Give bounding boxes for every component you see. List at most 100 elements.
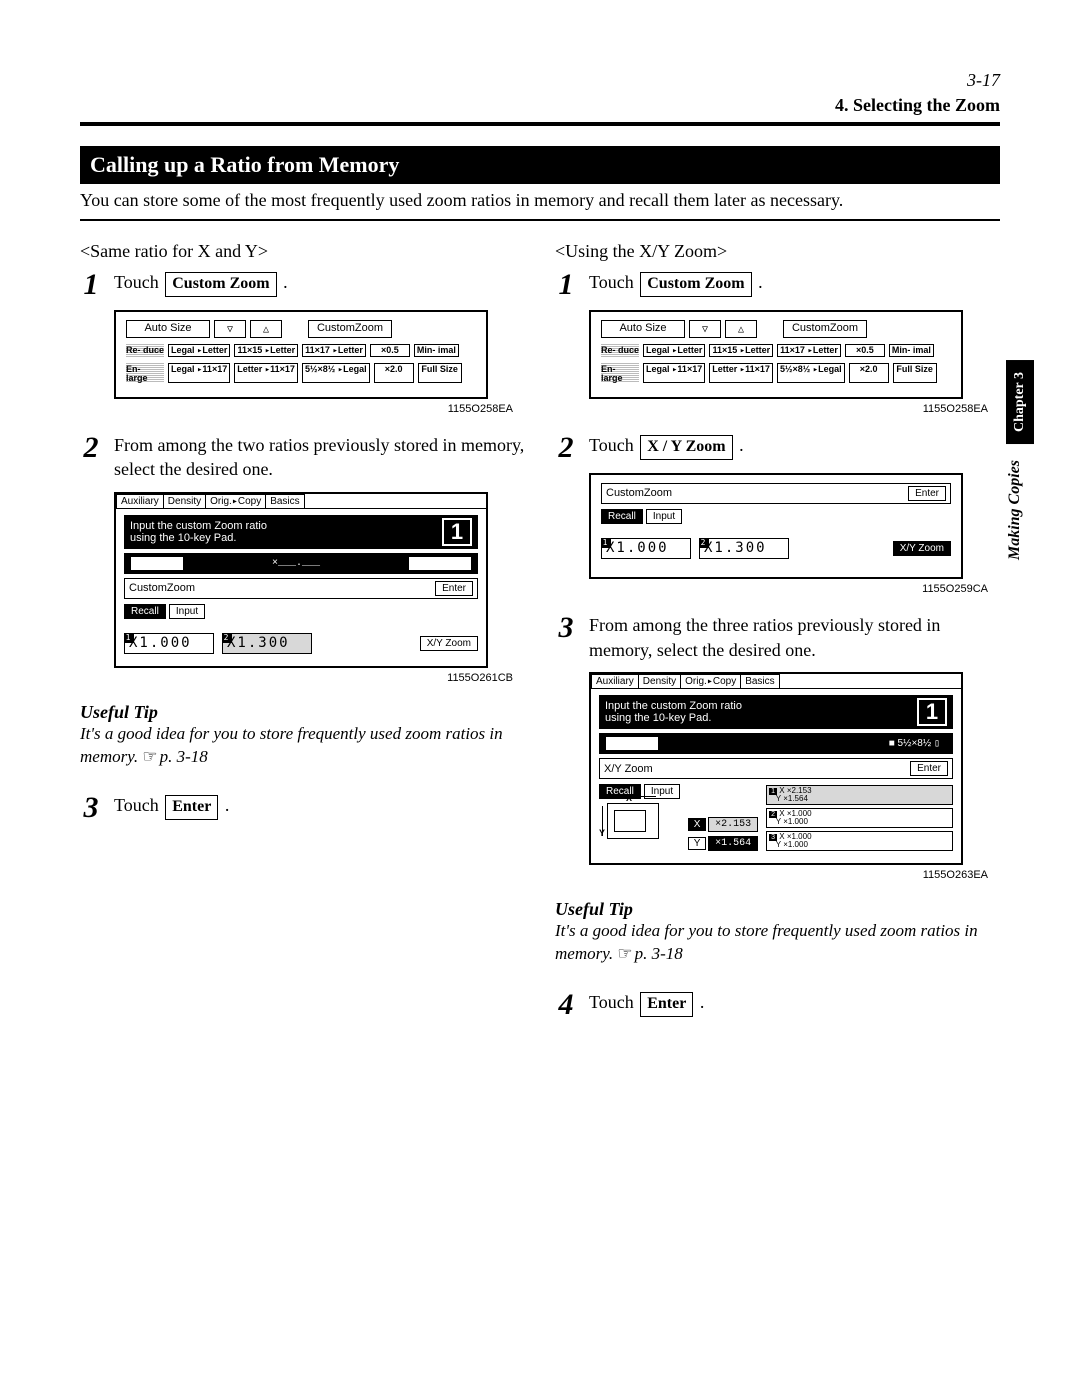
preset-button[interactable]: Legal ▸Letter (643, 344, 705, 357)
custom-zoom-button[interactable]: Custom Zoom (640, 272, 751, 297)
preset-button[interactable]: 5½×8½ ▸Legal (302, 363, 370, 383)
input-button[interactable]: Input (646, 509, 682, 524)
memory-slot-2[interactable]: 2X1.300 (222, 633, 312, 654)
memory-slot-3[interactable]: 3 X ×1.000 Y ×1.000 (766, 831, 953, 851)
step-text: Touch (114, 795, 159, 815)
preset-button[interactable]: Min- imal (889, 344, 934, 357)
preset-button[interactable]: ×0.5 (845, 344, 885, 357)
zoom-value-field[interactable]: ×___.___ (192, 556, 400, 571)
preset-button[interactable]: ×0.5 (370, 344, 410, 357)
preset-button[interactable]: ×2.0 (374, 363, 414, 383)
memory-slot-2[interactable]: 2X1.300 (699, 538, 789, 559)
panel-caption: 1155O261CB (114, 672, 513, 684)
enter-button[interactable]: Enter (910, 761, 948, 776)
preset-button[interactable]: 5½×8½ ▸Legal (777, 363, 845, 383)
preset-button[interactable]: Legal ▸11×17 (168, 363, 230, 383)
step: 1 Touch Custom Zoom . (555, 270, 1000, 300)
left-subhead: <Same ratio for X and Y> (80, 241, 525, 262)
step: 3 From among the three ratios previously… (555, 613, 1000, 662)
step-number: 3 (555, 613, 577, 643)
enter-button[interactable]: Enter (908, 486, 946, 501)
step: 2 From among the two ratios previously s… (80, 433, 525, 482)
xy-zoom-button[interactable]: X / Y Zoom (640, 435, 732, 460)
tab-density[interactable]: Density (163, 494, 206, 508)
enter-button[interactable]: Enter (640, 992, 693, 1017)
preset-button[interactable]: Full Size (418, 363, 462, 383)
auto-size-button[interactable]: Auto Size (126, 320, 210, 338)
page-title: Calling up a Ratio from Memory (80, 146, 1000, 184)
preset-button[interactable]: 11×17 ▸Letter (777, 344, 841, 357)
tab-density[interactable]: Density (638, 674, 681, 688)
recall-button[interactable]: Recall (601, 509, 643, 524)
memory-slot-1[interactable]: 1X1.000 (124, 633, 214, 654)
step-text: From among the three ratios previously s… (589, 613, 1000, 662)
custom-zoom-button[interactable]: CustomZoom (308, 320, 392, 338)
enter-button[interactable]: Enter (165, 795, 218, 820)
input-button[interactable]: Input (169, 604, 205, 619)
y-label-button[interactable]: Y (688, 837, 706, 850)
reduce-label: Re- duce (126, 344, 164, 357)
paper-button[interactable]: ■ 5½×8½ ▯ (882, 736, 947, 751)
xy-diagram-icon: X (607, 803, 659, 839)
tip-body: It's a good idea for you to store freque… (80, 723, 525, 769)
autopaper-button[interactable]: Auto Paper (408, 556, 472, 571)
side-tab: Chapter 3 Making Copies (1006, 360, 1040, 560)
copies-count: 1 (917, 698, 947, 726)
xy-zoom-button[interactable]: X/Y Zoom (420, 636, 478, 651)
step: 1 Touch Custom Zoom . (80, 270, 525, 300)
enter-button[interactable]: Enter (435, 581, 473, 596)
x-value: ×2.153 (708, 817, 758, 832)
hand-icon (617, 944, 634, 963)
tab-basics[interactable]: Basics (265, 494, 304, 508)
recall-button[interactable]: Recall (124, 604, 166, 619)
custom-zoom-button[interactable]: CustomZoom (783, 320, 867, 338)
memory-slot-1[interactable]: 1X1.000 (601, 538, 691, 559)
tip-body: It's a good idea for you to store freque… (555, 920, 1000, 966)
zoom-down-icon[interactable]: ▽ (689, 320, 721, 338)
preset-button[interactable]: ×2.0 (849, 363, 889, 383)
preset-button[interactable]: Legal ▸Letter (168, 344, 230, 357)
zoom-up-icon[interactable]: △ (250, 320, 282, 338)
chapter-tab: Chapter 3 (1006, 360, 1034, 444)
lcd-panel-zoom-presets: Auto Size ▽ △ CustomZoom Re- duce Legal … (114, 310, 488, 399)
preset-button[interactable]: 11×15 ▸Letter (709, 344, 773, 357)
lcd-instruction: Input the custom Zoom ratio (130, 520, 267, 532)
lcd-instruction: Input the custom Zoom ratio (605, 700, 742, 712)
preset-button[interactable]: Letter ▸11×17 (234, 363, 298, 383)
zoom-down-icon[interactable]: ▽ (214, 320, 246, 338)
xyzoom-label: X/Y Zoom (604, 763, 653, 775)
x-label-button[interactable]: X (688, 818, 706, 831)
preset-button[interactable]: Min- imal (414, 344, 459, 357)
step-number: 1 (555, 270, 577, 300)
memory-slot-2[interactable]: 2 X ×1.000 Y ×1.000 (766, 808, 953, 828)
step-number: 2 (555, 433, 577, 463)
preset-button[interactable]: 11×15 ▸Letter (234, 344, 298, 357)
tab-orig-copy[interactable]: Orig.▸Copy (680, 674, 741, 688)
reduce-label: Re- duce (601, 344, 639, 357)
lcd-instruction: using the 10-key Pad. (130, 532, 267, 544)
lcd-instruction: using the 10-key Pad. (605, 712, 742, 724)
preset-button[interactable]: Full Size (893, 363, 937, 383)
nonsort-button[interactable]: Non-Sort (605, 736, 659, 751)
preset-button[interactable]: Letter ▸11×17 (709, 363, 773, 383)
tip-heading: Useful Tip (80, 702, 525, 723)
custom-zoom-button[interactable]: Custom Zoom (165, 272, 276, 297)
zoom-up-icon[interactable]: △ (725, 320, 757, 338)
preset-button[interactable]: 11×17 ▸Letter (302, 344, 366, 357)
panel-caption: 1155O258EA (589, 403, 988, 415)
tab-auxiliary[interactable]: Auxiliary (591, 674, 639, 688)
tab-auxiliary[interactable]: Auxiliary (116, 494, 164, 508)
xy-zoom-button[interactable]: X/Y Zoom (893, 541, 951, 556)
auto-size-button[interactable]: Auto Size (601, 320, 685, 338)
rule-intro (80, 219, 1000, 221)
step-number: 4 (555, 990, 577, 1020)
nonsort-button[interactable]: Non-Sort (130, 556, 184, 571)
tab-orig-copy[interactable]: Orig.▸Copy (205, 494, 266, 508)
memory-slot-1[interactable]: 1 X ×2.153 Y ×1.564 (766, 785, 953, 805)
tab-basics[interactable]: Basics (740, 674, 779, 688)
preset-button[interactable]: Legal ▸11×17 (643, 363, 705, 383)
step-text: Touch (114, 272, 159, 292)
step: 4 Touch Enter . (555, 990, 1000, 1020)
step-number: 3 (80, 793, 102, 823)
section-tab: Making Copies (1006, 460, 1024, 560)
